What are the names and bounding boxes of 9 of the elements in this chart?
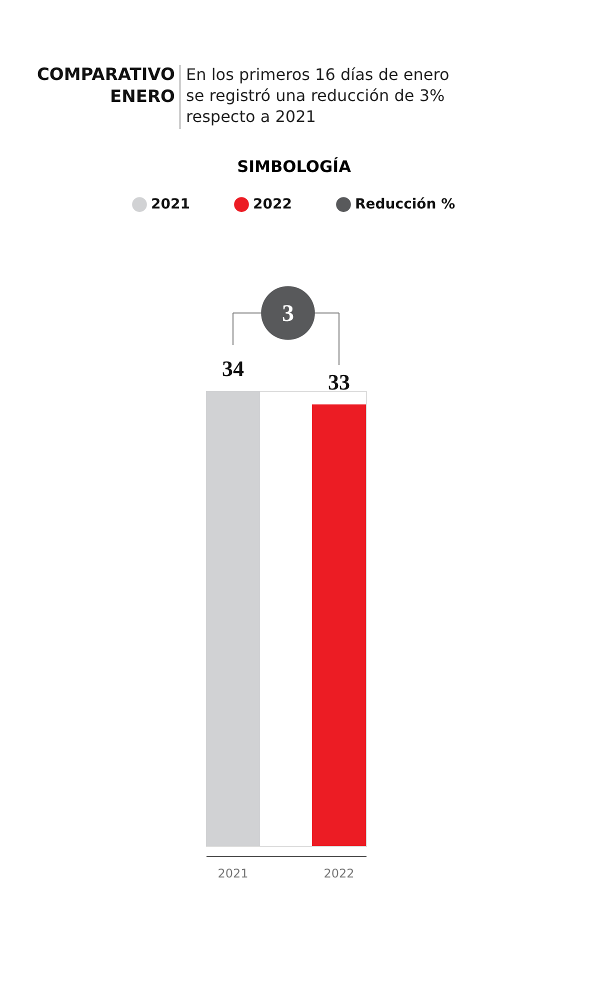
legend-label: 2021 — [151, 196, 190, 213]
data-label: 33 — [328, 369, 350, 394]
chart-subtitle: En los primeros 16 días de enero se registró una reducción de 3% respecto a 2021 — [186, 65, 450, 126]
legend-label: 2022 — [253, 196, 292, 213]
data-label: 34 — [222, 356, 244, 381]
text: 3 — [282, 301, 294, 327]
legend-label: Reducción % — [355, 196, 456, 213]
legend-title: SIMBOLOGÍA — [237, 157, 352, 176]
chart-title: COMPARATIVO ENERO — [36, 65, 175, 107]
